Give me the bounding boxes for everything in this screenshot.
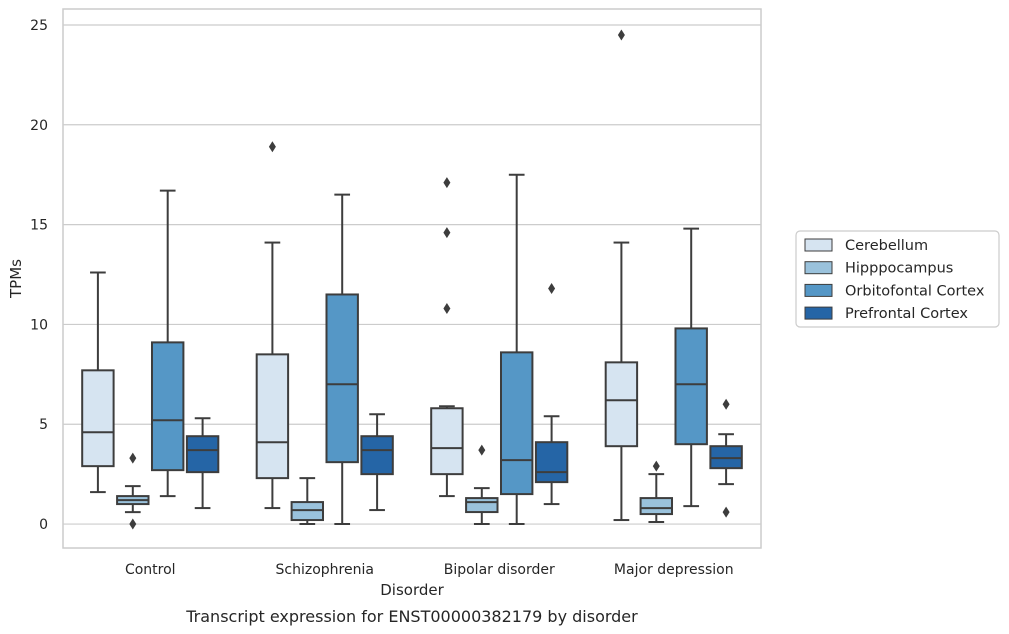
- box-2-2: [499, 173, 534, 526]
- box-0-0: [81, 271, 115, 494]
- y-tick-label: 25: [30, 18, 48, 34]
- box-0-1: [116, 452, 150, 530]
- box-iqr: [81, 369, 115, 468]
- outlier-point: [268, 141, 276, 153]
- box-2-3: [534, 282, 569, 506]
- chart-caption: Transcript expression for ENST0000038217…: [185, 607, 638, 626]
- outlier-point: [443, 227, 451, 239]
- box-iqr: [465, 497, 499, 514]
- legend-label: Prefrontal Cortex: [845, 306, 968, 322]
- y-tick-label: 10: [30, 317, 48, 333]
- box-iqr: [360, 435, 394, 476]
- box-iqr: [185, 435, 220, 474]
- y-tick-label: 20: [30, 118, 48, 134]
- y-tick-label: 5: [39, 417, 48, 433]
- y-tick-label: 0: [39, 517, 48, 533]
- outlier-point: [443, 177, 451, 189]
- box-iqr: [255, 353, 290, 480]
- outlier-point: [722, 398, 730, 410]
- box-2-1: [465, 444, 499, 526]
- outlier-point: [478, 444, 486, 456]
- outlier-point: [652, 460, 660, 472]
- x-tick-label: Bipolar disorder: [444, 562, 555, 578]
- outlier-point: [548, 282, 556, 294]
- box-2-0: [430, 177, 464, 498]
- y-tick-label: 15: [30, 218, 48, 234]
- box-iqr: [639, 497, 674, 516]
- box-iqr: [604, 361, 639, 448]
- x-axis-title: Disorder: [380, 581, 444, 599]
- box-iqr: [534, 441, 569, 484]
- legend-label: Hipppocampus: [845, 261, 953, 277]
- outlier-point: [129, 452, 137, 464]
- outlier-point: [129, 518, 137, 530]
- box-iqr: [499, 351, 534, 496]
- legend-swatch: [804, 238, 833, 252]
- outlier-point: [722, 506, 730, 518]
- box-1-3: [360, 413, 394, 512]
- legend-swatch: [804, 283, 833, 297]
- legend-swatch: [804, 261, 833, 275]
- box-3-0: [604, 29, 639, 522]
- box-3-3: [709, 398, 743, 518]
- legend-box: [795, 230, 1000, 328]
- legend-label: Orbitofontal Cortex: [845, 283, 985, 299]
- box-iqr: [325, 293, 359, 464]
- box-0-3: [185, 417, 220, 510]
- x-tick-label: Schizophrenia: [276, 562, 374, 578]
- box-1-1: [290, 477, 325, 526]
- box-iqr: [674, 327, 708, 446]
- y-axis-title: TPMs: [7, 259, 25, 299]
- legend: Cerebellum Hipppocampus Orbitofontal Corte…: [795, 230, 1000, 328]
- legend-swatch: [804, 306, 833, 320]
- box-iqr: [430, 407, 464, 476]
- box-1-2: [325, 193, 359, 526]
- outlier-point: [443, 302, 451, 314]
- x-tick-label: Major depression: [614, 562, 734, 578]
- box-iqr: [150, 341, 185, 472]
- box-3-1: [639, 460, 674, 524]
- y-axis-ticks: 0 5 10 15 20 25: [30, 18, 48, 533]
- legend-label: Cerebellum: [845, 238, 928, 254]
- box-1-0: [255, 141, 290, 510]
- box-plot-area: [81, 29, 743, 530]
- box-0-2: [150, 189, 185, 498]
- box-3-2: [674, 227, 708, 508]
- plot-frame: [62, 8, 762, 549]
- x-tick-label: Control: [125, 562, 176, 578]
- outlier-point: [617, 29, 625, 41]
- x-axis-ticks: Control Schizophrenia Bipolar disorder Majo…: [125, 562, 734, 578]
